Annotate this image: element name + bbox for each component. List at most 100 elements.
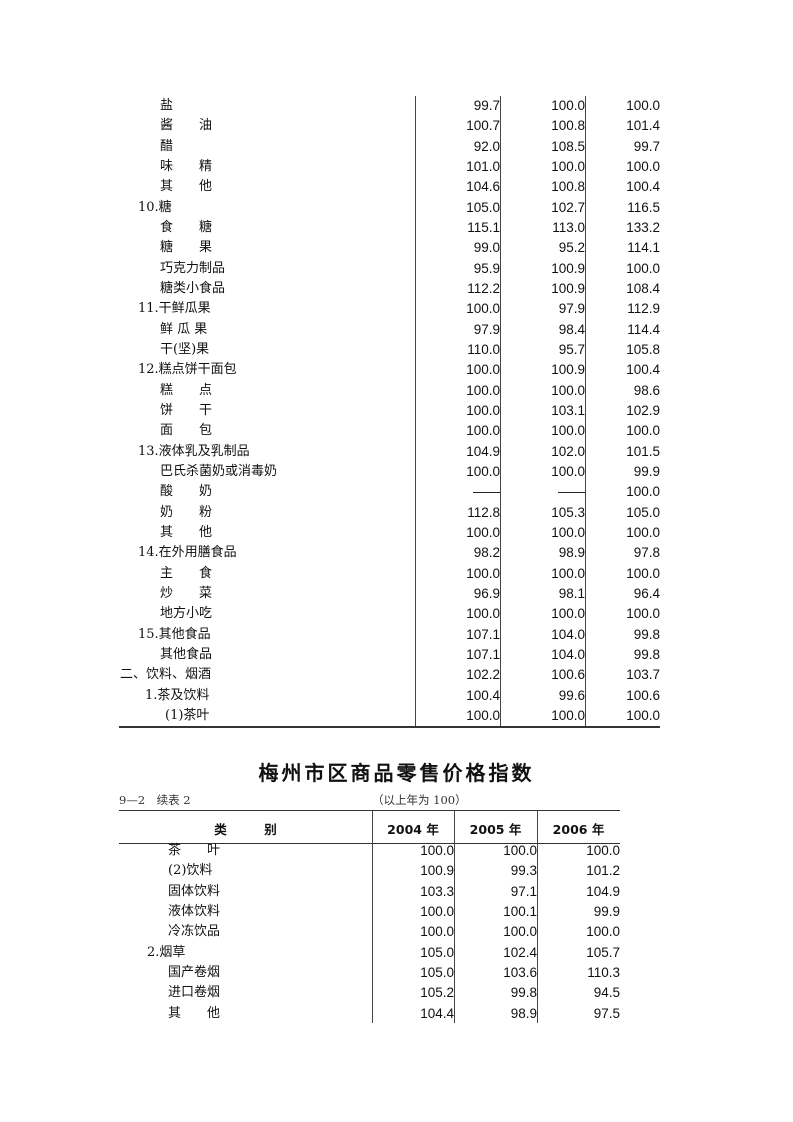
cell-2006: 103.7 bbox=[626, 667, 660, 683]
table-row: 国产卷烟 105.0 103.6 110.3 bbox=[0, 963, 793, 983]
cell-2005: 98.9 bbox=[558, 545, 585, 561]
table-row: 酸 奶 —— —— 100.0 bbox=[0, 482, 793, 502]
cell-2005: 100.0 bbox=[551, 382, 585, 398]
cell-2004: 100.0 bbox=[466, 382, 500, 398]
cell-2005: 100.9 bbox=[551, 260, 585, 276]
cell-2005: 104.0 bbox=[551, 646, 585, 662]
cell-2004: 100.4 bbox=[466, 687, 500, 703]
cell-2006: 99.9 bbox=[593, 903, 620, 919]
cell-2004: 110.0 bbox=[467, 341, 500, 357]
cell-2004: 107.1 bbox=[466, 646, 500, 662]
table-row: 盐 99.7 100.0 100.0 bbox=[0, 96, 793, 116]
cell-2004: 97.9 bbox=[473, 321, 500, 337]
row-label: 其 他 bbox=[160, 179, 213, 195]
row-label: 巴氏杀菌奶或消毒奶 bbox=[160, 463, 278, 479]
cell-2004: 112.2 bbox=[467, 280, 500, 296]
table-row: 糕 点 100.0 100.0 98.6 bbox=[0, 381, 793, 401]
cell-2005: 100.9 bbox=[551, 362, 585, 378]
row-label: 液体饮料 bbox=[168, 903, 221, 919]
table-row: (2)饮料 100.9 99.3 101.2 bbox=[0, 861, 793, 881]
table-row: 糖类小食品 112.2 100.9 108.4 bbox=[0, 279, 793, 299]
table-row: 干(坚)果 110.0 95.7 105.8 bbox=[0, 340, 793, 360]
row-label: 奶 粉 bbox=[160, 504, 213, 520]
table-row: 2.烟草 105.0 102.4 105.7 bbox=[0, 943, 793, 963]
row-label: 面 包 bbox=[160, 423, 213, 439]
table-row: 食 糖 115.1 113.0 133.2 bbox=[0, 218, 793, 238]
cell-2006: 116.5 bbox=[627, 199, 660, 215]
cell-2005: 97.1 bbox=[510, 883, 537, 899]
cell-2004: 99.7 bbox=[473, 98, 500, 113]
table-row: 1.茶及饮料 100.4 99.6 100.6 bbox=[0, 686, 793, 706]
row-label: 进口卷烟 bbox=[168, 985, 221, 1001]
row-label: 糖 果 bbox=[160, 240, 213, 256]
cell-2006: 110.3 bbox=[587, 964, 620, 980]
row-label: 主 食 bbox=[160, 565, 213, 581]
table-row: 其 他 100.0 100.0 100.0 bbox=[0, 523, 793, 543]
cell-2005: 102.0 bbox=[551, 443, 585, 459]
cell-2005: 100.8 bbox=[551, 118, 585, 134]
cell-2006: 114.4 bbox=[627, 321, 660, 337]
cell-2004: 105.2 bbox=[420, 985, 454, 1001]
cell-2005: 113.0 bbox=[552, 219, 585, 235]
cell-2005: 100.0 bbox=[503, 924, 537, 940]
cell-2004: 100.0 bbox=[466, 402, 500, 418]
cell-2004: 92.0 bbox=[473, 138, 500, 154]
cell-2004: 100.0 bbox=[466, 524, 500, 540]
cell-2004: 100.0 bbox=[466, 423, 500, 439]
cell-2006: 100.0 bbox=[626, 423, 660, 439]
cell-2005: 97.9 bbox=[558, 301, 585, 317]
row-label: 国产卷烟 bbox=[168, 964, 221, 980]
table-row: 醋 92.0 108.5 99.7 bbox=[0, 137, 793, 157]
table-row: 13.液体乳及乳制品 104.9 102.0 101.5 bbox=[0, 442, 793, 462]
row-label: 炒 菜 bbox=[160, 585, 213, 601]
cell-2004: 100.0 bbox=[466, 565, 500, 581]
table-row: (1)茶叶 100.0 100.0 100.0 bbox=[0, 706, 793, 726]
row-label: 1.茶及饮料 bbox=[145, 687, 210, 703]
table-number: 9—2 续表 2 bbox=[119, 793, 191, 807]
table-row: 冷冻饮品 100.0 100.0 100.0 bbox=[0, 922, 793, 942]
cell-2004: 100.0 bbox=[466, 301, 500, 317]
cell-2005: 100.0 bbox=[551, 158, 585, 174]
row-label: 茶 叶 bbox=[168, 843, 221, 858]
cell-2004: 104.4 bbox=[420, 1005, 454, 1021]
row-label: 酱 油 bbox=[160, 118, 213, 134]
table-row: 进口卷烟 105.2 99.8 94.5 bbox=[0, 983, 793, 1003]
row-label: 食 糖 bbox=[160, 219, 213, 235]
cell-2006: 100.6 bbox=[626, 687, 660, 703]
column-divider bbox=[415, 96, 416, 726]
row-label: 11.干鲜瓜果 bbox=[138, 301, 211, 317]
cell-2004: 115.1 bbox=[467, 219, 500, 235]
row-label: 糕 点 bbox=[160, 382, 213, 398]
table-top-rule bbox=[119, 810, 620, 811]
cell-2006: 108.4 bbox=[626, 280, 660, 296]
header-category: 类 别 bbox=[214, 822, 277, 837]
row-label: 酸 奶 bbox=[160, 484, 213, 500]
table-row: 味 精 101.0 100.0 100.0 bbox=[0, 157, 793, 177]
cell-2006: 97.8 bbox=[633, 545, 660, 561]
cell-2005: 99.8 bbox=[510, 985, 537, 1001]
cell-2005: 98.9 bbox=[510, 1005, 537, 1021]
row-label: 鲜 瓜 果 bbox=[160, 321, 208, 337]
cell-2005: 102.4 bbox=[503, 944, 537, 960]
row-label: 其 他 bbox=[168, 1005, 221, 1021]
cell-2006: 100.0 bbox=[626, 524, 660, 540]
column-divider bbox=[585, 96, 586, 726]
cell-2004: 100.0 bbox=[466, 362, 500, 378]
cell-2006: 100.0 bbox=[626, 707, 660, 723]
cell-2005: 100.0 bbox=[551, 463, 585, 479]
row-label: 2.烟草 bbox=[147, 944, 186, 960]
cell-2005: 100.9 bbox=[551, 280, 585, 296]
cell-2005: 100.0 bbox=[551, 423, 585, 439]
row-label: 冷冻饮品 bbox=[168, 924, 221, 940]
table-row: 15.其他食品 107.1 104.0 99.8 bbox=[0, 625, 793, 645]
cell-2005: 100.6 bbox=[551, 667, 585, 683]
cell-2004: 100.0 bbox=[466, 463, 500, 479]
cell-2005: 95.7 bbox=[558, 341, 585, 357]
cell-2005: 98.1 bbox=[558, 585, 585, 601]
cell-2006: 101.5 bbox=[626, 443, 660, 459]
cell-2005: 105.3 bbox=[551, 504, 585, 520]
cell-2006: 99.8 bbox=[633, 626, 660, 642]
table-row: 11.干鲜瓜果 100.0 97.9 112.9 bbox=[0, 299, 793, 319]
column-divider bbox=[500, 96, 501, 726]
